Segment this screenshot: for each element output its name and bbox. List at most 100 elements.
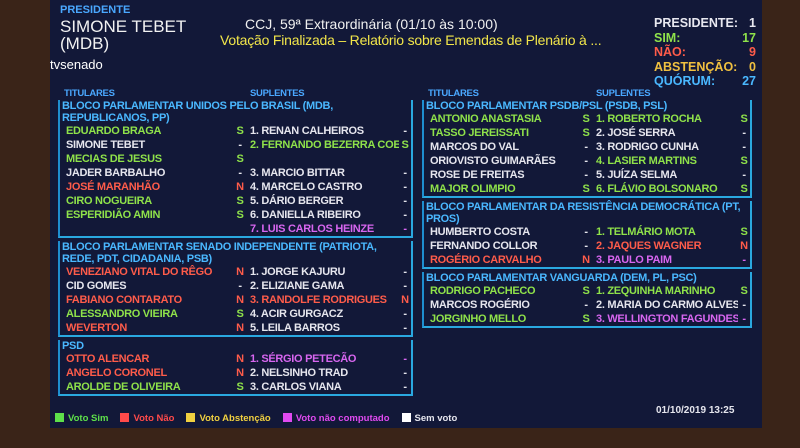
tally-row: PRESIDENTE: 1 [654,16,756,31]
legend: Voto Sim Voto Não Voto Abstenção Voto não c… [55,413,457,424]
titular-vote: N [236,367,244,379]
titular-vote: - [584,226,588,238]
party-block: PSD OTTO ALENCAR N 1. SÉRGIO PETECÃO - ANGELO… [58,340,413,396]
legend-label: Voto não computado [295,413,390,424]
column-headers: TITULARES SUPLENTES [58,88,413,100]
suplentes-header: SUPLENTES [596,88,651,99]
suplente-name: 2. JOSÉ SERRA [596,127,676,139]
legend-swatch [55,413,64,422]
table-row: JADER BARBALHO -3. MARCIO BITTAR - [60,166,411,180]
table-row: ANGELO CORONEL N 2. NELSINHO TRAD - [60,366,411,380]
titulares-header: TITULARES [428,88,479,99]
suplente-vote: - [742,169,746,181]
titular-name: ANTONIO ANASTASIA [430,113,542,125]
president-label: PRESIDENTE [60,4,131,16]
session-subtitle: Votação Finalizada – Relatório sobre Eme… [220,32,602,48]
table-row: FERNANDO COLLOR -2. JAQUES WAGNER N [424,239,750,253]
voting-panel-screen: PRESIDENTE SIMONE TEBET (MDB) tvsenado C… [50,0,762,428]
titular-name: ALESSANDRO VIEIRA [66,308,178,320]
titular-name: FERNANDO COLLOR [430,240,538,252]
titular-name: EDUARDO BRAGA [66,125,162,137]
legend-item: Voto Abstenção [186,413,271,424]
legend-item: Voto Não [120,413,174,424]
titular-vote: - [584,299,588,311]
legend-label: Voto Não [133,413,175,424]
tally-value: 17 [742,30,756,45]
tally-value: 0 [749,59,756,74]
table-row: WEVERTON N 5. LEILA BARROS - [60,321,411,335]
titular-vote: S [582,313,590,325]
president-name: SIMONE TEBET (MDB) [60,18,186,52]
titular-vote: - [584,169,588,181]
suplente-vote: - [403,381,407,393]
table-row: CIRO NOGUEIRA S 5. DÁRIO BERGER - [60,194,411,208]
tally-value: 27 [742,74,756,88]
suplente-vote: S [740,113,748,125]
titular-vote [234,222,246,236]
suplente-name: 5. DÁRIO BERGER [250,195,344,207]
suplente-vote: - [742,127,746,139]
block-name: BLOCO PARLAMENTAR VANGUARDA (DEM, PL, PS… [426,272,697,284]
column-headers: TITULARES SUPLENTES [422,88,752,100]
titular-vote: - [584,155,588,167]
table-row: RODRIGO PACHECO S 1. ZEQUINHA MARINHO S [424,284,750,298]
suplente-vote: - [403,353,407,365]
table-row: ESPERIDIÃO AMIN S 6. DANIELLA RIBEIRO - [60,208,411,222]
suplente-vote: - [742,299,746,311]
titular-name: ROGÉRIO CARVALHO [430,254,542,266]
table-row: AROLDE DE OLIVEIRA S 3. CARLOS VIANA - [60,380,411,394]
suplente-name: 5. LEILA BARROS [250,322,340,334]
titular-name: MARCOS DO VAL [430,141,519,153]
suplentes-header: SUPLENTES [250,88,305,99]
titular-name: ORIOVISTO GUIMARÃES [430,155,556,167]
block-name: BLOCO PARLAMENTAR SENADO INDEPENDENTE (P… [62,241,377,265]
table-row: JORGINHO MELLO S 3. WELLINGTON FAGUNDES - [424,312,750,326]
suplente-name: 3. WELLINGTON FAGUNDES [596,313,738,325]
party-block: BLOCO PARLAMENTAR UNIDOS PELO BRASIL (MD… [58,100,413,238]
titular-vote: S [236,125,244,137]
table-row: ANTONIO ANASTASIA S 1. ROBERTO ROCHA S [424,112,750,126]
suplente-name: 2. ELIZIANE GAMA [250,280,345,292]
suplente-name: 3. RANDOLFE RODRIGUES [250,294,387,306]
suplente-name: 1. JORGE KAJURU [250,266,346,278]
tally-value: 9 [749,45,756,59]
block-name: BLOCO PARLAMENTAR DA RESISTÊNCIA DEMOCRÁ… [426,201,741,225]
titular-name: JORGINHO MELLO [430,313,527,325]
suplente-vote: - [742,313,746,325]
titular-name: CIRO NOGUEIRA [66,195,152,207]
table-row: MARCOS DO VAL -3. RODRIGO CUNHA - [424,140,750,154]
titular-name: HUMBERTO COSTA [430,226,530,238]
suplente-vote: - [403,209,407,221]
table-row: CID GOMES -2. ELIZIANE GAMA - [60,279,411,293]
party-block: BLOCO PARLAMENTAR SENADO INDEPENDENTE (P… [58,241,413,337]
suplente-name: 3. RODRIGO CUNHA [596,141,699,153]
block-name: PSD [62,340,84,352]
tally-label: NÃO: [654,45,686,59]
titular-vote: N [236,181,244,193]
titular-name: JADER BARBALHO [66,167,166,179]
legend-label: Voto Abstenção [199,413,271,424]
legend-swatch [401,413,411,422]
titular-vote: S [582,127,590,139]
titular-vote: - [238,167,242,179]
titular-name: MECIAS DE JESUS [66,153,162,165]
titular-name: SIMONE TEBET [66,139,145,151]
titular-name: OTTO ALENCAR [66,353,150,365]
titular-name: WEVERTON [66,322,127,334]
titular-name: MAJOR OLIMPIO [430,183,516,195]
titular-name: ROSE DE FREITAS [430,169,525,181]
party-block: BLOCO PARLAMENTAR VANGUARDA (DEM, PL, PS… [422,272,752,328]
suplente-name: 2. FERNANDO BEZERRA COELHO [250,139,399,151]
party-block: BLOCO PARLAMENTAR DA RESISTÊNCIA DEMOCRÁ… [422,201,752,269]
titular-name: TASSO JEREISSATI [430,127,529,139]
titular-vote: S [582,113,590,125]
titular-name: CID GOMES [66,280,127,292]
titular-vote: S [236,308,244,320]
tvsenado-logo: tvsenado [50,57,103,72]
titulares-header: TITULARES [64,88,115,99]
tally-label: ABSTENÇÃO: [654,59,738,74]
suplente-vote: S [740,155,748,167]
suplente-name: 4. MARCELO CASTRO [250,181,363,193]
titular-name: AROLDE DE OLIVEIRA [66,381,181,393]
legend-swatch [282,413,292,422]
